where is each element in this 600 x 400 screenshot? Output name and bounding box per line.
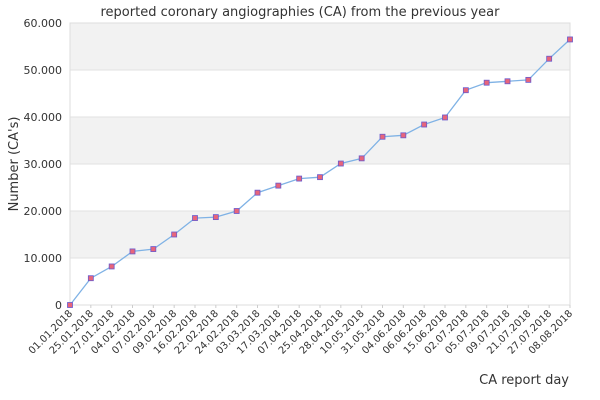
data-point [67, 302, 73, 308]
data-point [87, 275, 94, 282]
data-point [442, 114, 448, 121]
data-point [567, 36, 573, 43]
data-point [504, 78, 511, 85]
y-tick-label: 40.000 [24, 111, 63, 124]
data-point [212, 214, 219, 221]
data-point [462, 87, 469, 94]
data-point [400, 132, 407, 139]
data-point [421, 121, 428, 128]
y-axis-ticks: 0 10.000 20.000 30.000 40.000 50.000 60.000 [24, 17, 63, 312]
data-point [546, 55, 553, 62]
grid-bands [70, 23, 570, 258]
data-point [483, 79, 490, 86]
series-line [69, 38, 571, 306]
data-point [150, 246, 157, 252]
y-tick-label: 10.000 [24, 252, 63, 265]
data-point [108, 263, 115, 270]
grid-band [70, 23, 570, 70]
data-point [192, 215, 198, 221]
x-axis-ticks: 01.01.201825.01.201827.01.201804.02.2018… [27, 305, 575, 357]
data-point [233, 208, 240, 214]
data-point [275, 182, 282, 189]
data-point [254, 189, 261, 196]
x-axis-label: CA report day [479, 373, 569, 388]
data-point [379, 133, 386, 140]
y-tick-label: 60.000 [24, 17, 63, 30]
y-tick-label: 50.000 [24, 64, 63, 77]
data-point [296, 175, 303, 182]
data-point [129, 248, 136, 255]
data-point [525, 76, 532, 83]
grid-band [70, 211, 570, 258]
grid-band [70, 117, 570, 164]
y-axis-label: Number (CA's) [7, 117, 22, 212]
data-point [317, 174, 323, 181]
data-markers [67, 36, 573, 308]
y-tick-label: 0 [55, 299, 62, 312]
data-point [358, 155, 365, 162]
chart-title: reported coronary angiographies (CA) fro… [101, 5, 501, 20]
y-tick-label: 20.000 [24, 205, 63, 218]
data-point [337, 160, 344, 167]
data-point [171, 231, 178, 238]
y-tick-label: 30.000 [24, 158, 63, 171]
